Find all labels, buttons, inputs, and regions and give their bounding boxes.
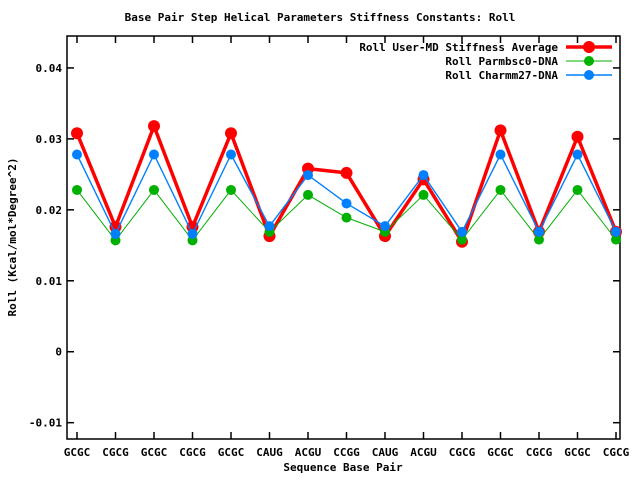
plot-group: -0.01 0 0.01 0.02 0.03 0.04 GCGC CGCG GCGC CGCG GC…: [29, 35, 630, 459]
x-tick-label: CCGG: [333, 446, 360, 459]
data-point: [457, 234, 467, 245]
x-tick-label: CGCG: [449, 446, 476, 459]
data-point: [341, 212, 352, 223]
data-point: [149, 149, 159, 160]
data-point: [418, 170, 429, 181]
x-tick-label: CAUG: [372, 446, 399, 459]
data-point: [611, 234, 621, 245]
data-point: [534, 226, 544, 237]
data-point: [340, 166, 353, 179]
data-point: [341, 198, 352, 209]
legend-sample-marker: [584, 70, 594, 80]
x-tick-label: CGCG: [603, 446, 630, 459]
x-tick-label: GCGC: [64, 446, 91, 459]
data-point: [611, 226, 621, 237]
legend-label: Roll Parmbsc0-DNA: [445, 55, 558, 68]
data-point: [72, 149, 82, 160]
data-point: [571, 130, 584, 143]
data-point: [148, 120, 160, 133]
y-tick-label: 0.01: [36, 275, 63, 288]
x-tick-label: CGCG: [526, 446, 553, 459]
legend-sample-marker: [583, 41, 595, 53]
data-point: [494, 124, 507, 137]
legend-label: Roll User-MD Stiffness Average: [359, 41, 558, 54]
data-point: [303, 170, 313, 181]
x-tick-label: GCGC: [564, 446, 591, 459]
data-point: [187, 228, 198, 239]
data-point: [110, 228, 121, 239]
data-point: [149, 184, 159, 195]
data-point: [71, 127, 83, 140]
data-point: [226, 184, 236, 195]
data-point: [303, 189, 313, 200]
legend-label: Roll Charmm27-DNA: [445, 69, 558, 82]
y-tick-label: 0: [55, 346, 62, 359]
chart-title: Base Pair Step Helical Parameters Stiffn…: [125, 11, 516, 24]
x-tick-label: CGCG: [102, 446, 129, 459]
data-point: [264, 221, 275, 232]
data-point: [186, 220, 199, 233]
data-point: [572, 184, 583, 195]
x-tick-label: GCGC: [487, 446, 514, 459]
x-tick-label: CGCG: [179, 446, 206, 459]
data-point: [572, 149, 583, 160]
y-tick-label: 0.03: [36, 133, 63, 146]
x-tick-label: GCGC: [141, 446, 168, 459]
data-point: [225, 127, 237, 140]
data-point: [495, 184, 506, 195]
data-point: [457, 226, 467, 237]
x-tick-label: GCGC: [218, 446, 245, 459]
x-tick-label: ACGU: [295, 446, 322, 459]
y-tick-label: -0.01: [29, 417, 62, 430]
data-point: [495, 149, 506, 160]
data-point: [380, 221, 390, 232]
x-tick-label: CAUG: [256, 446, 283, 459]
x-axis-label: Sequence Base Pair: [283, 461, 403, 474]
data-point: [534, 234, 544, 245]
legend-sample-marker: [584, 56, 594, 66]
y-tick-label: 0.04: [36, 62, 63, 75]
data-point: [418, 189, 429, 200]
y-tick-label: 0.02: [36, 204, 63, 217]
data-point: [72, 184, 82, 195]
x-tick-label: ACGU: [410, 446, 437, 459]
data-point: [226, 149, 236, 160]
data-point: [109, 220, 122, 233]
y-axis-label: Roll (Kcal/mol*Degree^2): [6, 158, 19, 317]
